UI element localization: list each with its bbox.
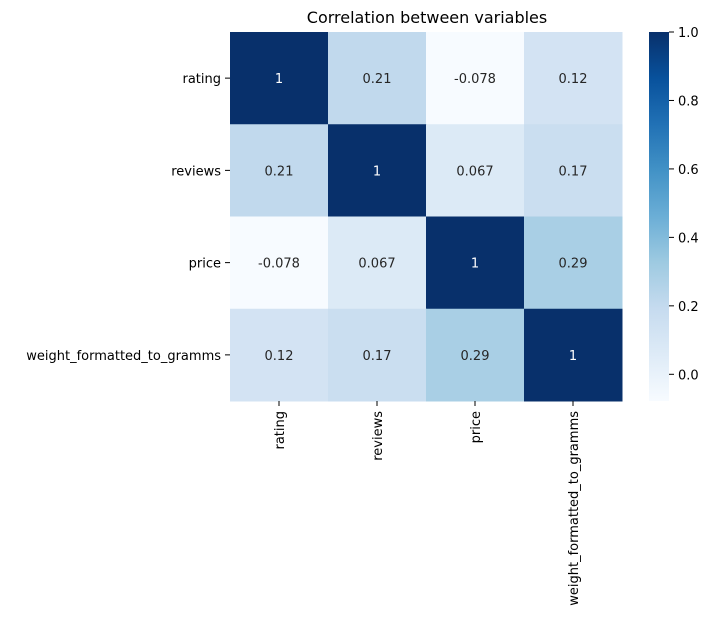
cell-annotation: 0.12 (265, 349, 294, 364)
colorbar-tick-label: 0.0 (678, 368, 699, 383)
cell-annotation: 0.29 (559, 257, 588, 272)
cell-annotation: 1 (373, 164, 381, 179)
heatmap-cells (230, 32, 623, 402)
heatmap-cell (524, 32, 623, 125)
cell-annotation: -0.078 (258, 257, 300, 272)
heatmap-cell (426, 216, 525, 310)
heatmap-cell (328, 32, 427, 125)
colorbar-ticks: 0.0 0.2 0.4 0.6 0.8 1.0 (669, 26, 699, 383)
cell-annotation: 1 (569, 349, 577, 364)
y-tick-label: weight_formatted_to_gramms (26, 349, 221, 364)
cell-annotation: 1 (471, 257, 479, 272)
heatmap-cell (426, 308, 525, 402)
colorbar-tick-label: 1.0 (678, 26, 699, 41)
chart-title: Correlation between variables (307, 8, 547, 27)
heatmap-cell (328, 124, 427, 217)
colorbar-tick-label: 0.2 (678, 300, 699, 315)
colorbar: 0.0 0.2 0.4 0.6 0.8 1.0 (649, 26, 699, 401)
heatmap-cell (230, 216, 329, 310)
x-tick-label: weight_formatted_to_gramms (567, 411, 582, 606)
y-tick-label: reviews (171, 164, 221, 179)
x-axis: rating reviews price weight_formatted_to_gr… (273, 401, 582, 606)
x-tick-label: price (469, 411, 484, 443)
heatmap-cell (426, 124, 525, 217)
cell-annotation: 0.21 (363, 72, 392, 87)
cell-annotation: 0.067 (358, 257, 395, 272)
heatmap-cell (524, 216, 623, 310)
heatmap-cell (230, 124, 329, 217)
heatmap-cell (328, 308, 427, 402)
heatmap-cell (230, 308, 329, 402)
y-axis: rating reviews price weight_formatted_to_gr… (26, 72, 230, 364)
heatmap-cell (230, 32, 329, 125)
cell-annotation: 0.17 (559, 164, 588, 179)
cell-annotation: -0.078 (454, 72, 496, 87)
y-tick-label: price (189, 257, 221, 272)
cell-annotation: 0.29 (461, 349, 490, 364)
heatmap-cell (328, 216, 427, 310)
cell-annotation: 0.21 (265, 164, 294, 179)
heatmap-cell (426, 32, 525, 125)
cell-annotation: 0.17 (363, 349, 392, 364)
heatmap-annotations: 1 0.21 -0.078 0.12 0.21 1 0.067 0.17 -0.078 0.067… (258, 72, 587, 364)
colorbar-tick-label: 0.4 (678, 231, 699, 246)
colorbar-tick-label: 0.6 (678, 163, 699, 178)
heatmap-cell (524, 308, 623, 402)
x-tick-label: reviews (371, 411, 386, 461)
cell-annotation: 1 (275, 72, 283, 87)
cell-annotation: 0.12 (559, 72, 588, 87)
x-tick-label: rating (273, 411, 288, 450)
colorbar-tick-label: 0.8 (678, 94, 699, 109)
y-tick-label: rating (182, 72, 221, 87)
cell-annotation: 0.067 (456, 164, 493, 179)
colorbar-gradient (649, 32, 669, 401)
heatmap-cell (524, 124, 623, 217)
